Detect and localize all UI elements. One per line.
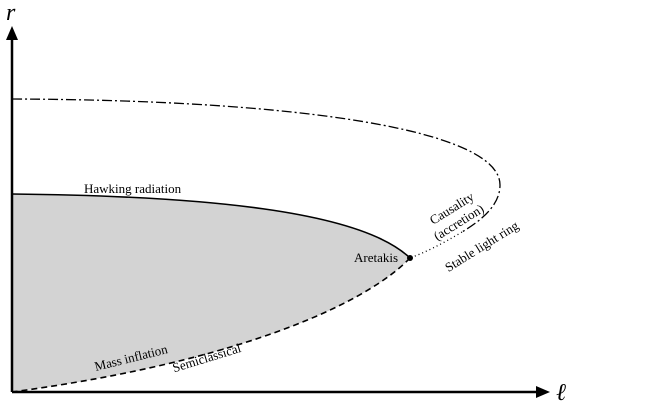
hawking-label: Hawking radiation bbox=[84, 181, 182, 196]
y-axis-label: r bbox=[6, 0, 16, 26]
region bbox=[12, 194, 410, 392]
y-arrow bbox=[6, 26, 18, 40]
solid-curve bbox=[11, 193, 411, 259]
dash-dot-curve bbox=[11, 98, 501, 233]
dashed-curve bbox=[11, 257, 411, 393]
x-axis-label: ℓ bbox=[556, 380, 566, 406]
aretakis-point bbox=[407, 255, 413, 261]
aretakis-label: Aretakis bbox=[354, 250, 398, 265]
x-arrow bbox=[536, 386, 550, 398]
